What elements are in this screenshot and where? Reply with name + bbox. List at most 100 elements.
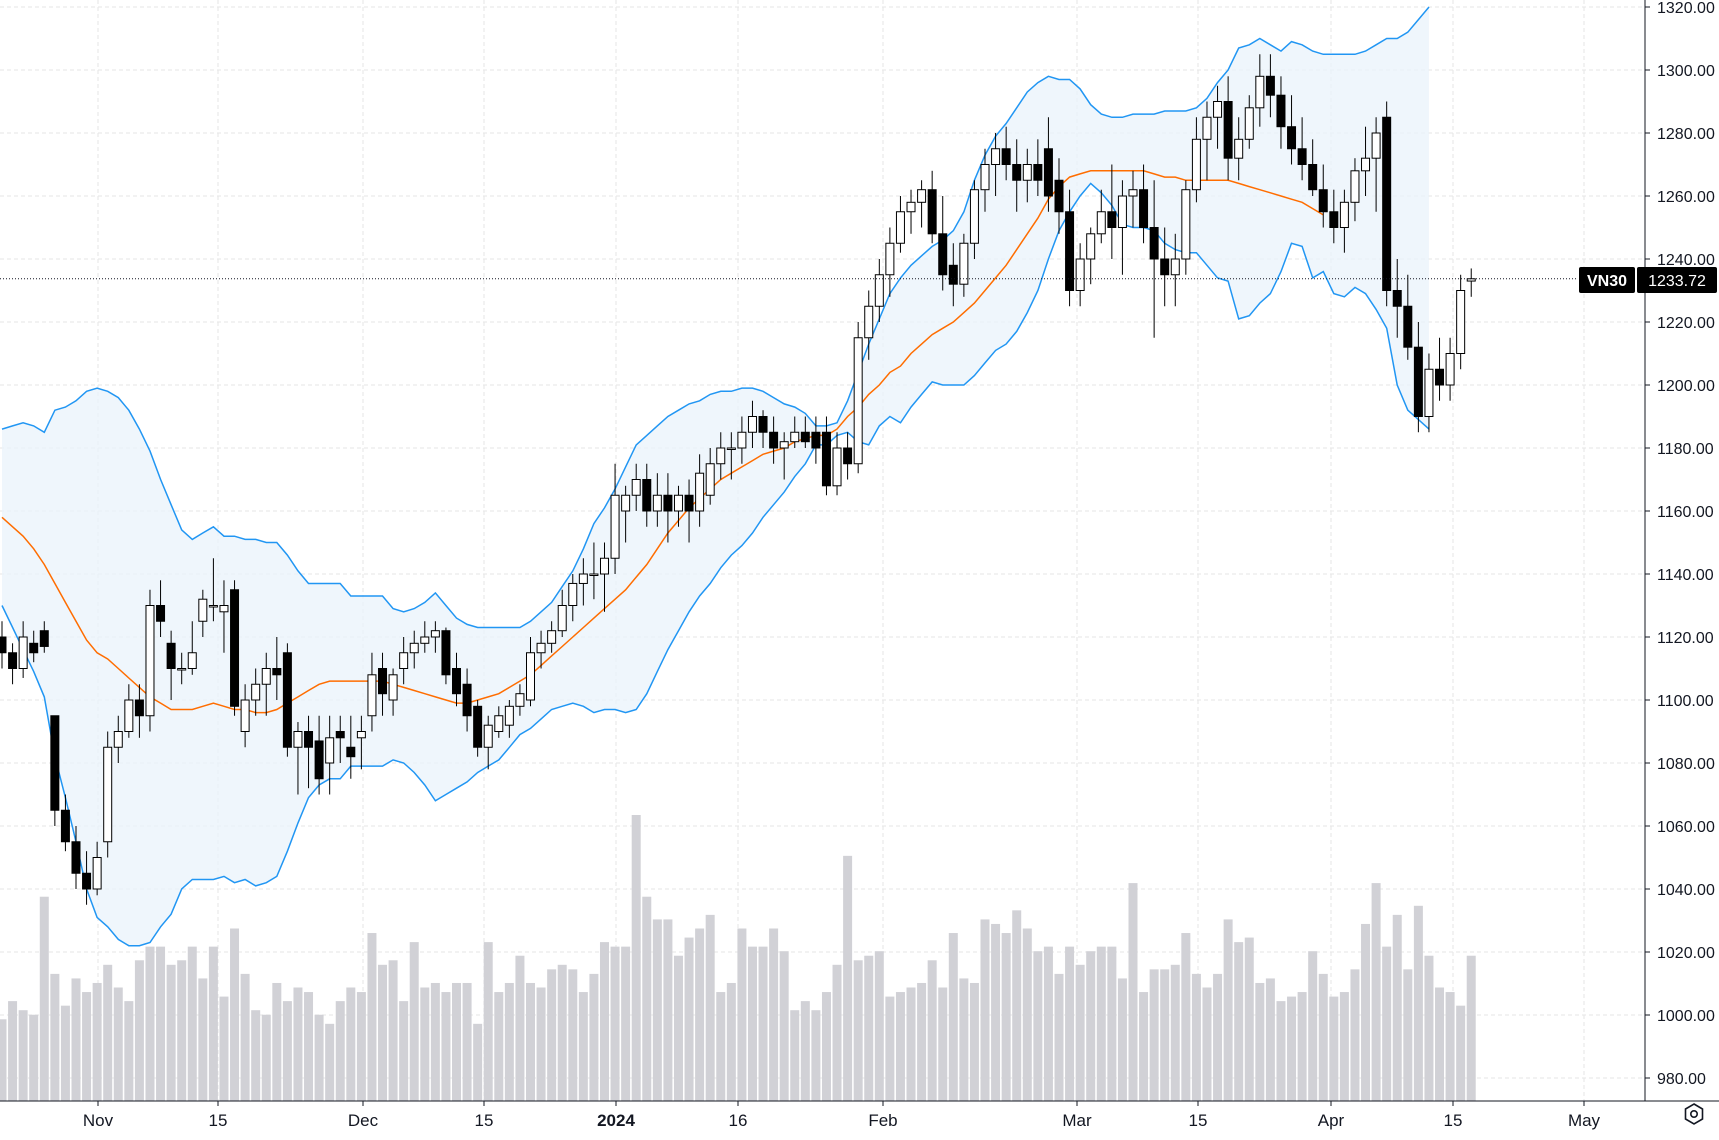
- candle-77: [811, 416, 821, 464]
- candle-body-31: [325, 737, 335, 764]
- volume-bar-110: [1160, 969, 1170, 1101]
- x-tick-label-8: 15: [1189, 1111, 1208, 1130]
- candle-body-78: [821, 431, 831, 487]
- chart-settings-button[interactable]: [1681, 1101, 1707, 1127]
- candle-body-55: [578, 573, 588, 584]
- volume-bar-63: [663, 919, 673, 1101]
- volume-bar-19: [198, 978, 208, 1101]
- candle-138: [1456, 274, 1466, 370]
- volume-bar-74: [779, 951, 789, 1101]
- volume-bar-54: [568, 969, 578, 1101]
- candle-body-25: [261, 668, 271, 685]
- candle-124: [1308, 139, 1318, 196]
- candle-body-28: [293, 731, 303, 748]
- volume-bar-0: [0, 1019, 7, 1101]
- candle-body-129: [1361, 157, 1371, 172]
- candle-90: [948, 243, 958, 307]
- candle-body-19: [198, 598, 208, 622]
- candle-69: [726, 432, 736, 480]
- candle-body-71: [747, 416, 757, 433]
- candle-body-53: [557, 605, 567, 632]
- candle-body-42: [441, 630, 451, 676]
- x-tick-label-5: 16: [729, 1111, 748, 1130]
- volume-bar-103: [1086, 951, 1096, 1101]
- candle-112: [1181, 180, 1191, 275]
- candle-body-95: [1001, 148, 1011, 165]
- volume-bar-51: [536, 987, 546, 1101]
- candle-body-130: [1371, 132, 1381, 159]
- candle-body-97: [1022, 164, 1032, 181]
- volume-bar-37: [388, 960, 398, 1101]
- candle-49: [515, 684, 525, 716]
- candle-body-49: [515, 693, 525, 707]
- x-tick-label-0: Nov: [83, 1111, 114, 1130]
- candle-body-137: [1445, 353, 1455, 386]
- volume-bar-68: [716, 992, 726, 1101]
- volume-bar-100: [1054, 973, 1064, 1101]
- candle-18: [187, 621, 197, 675]
- x-tick-label-11: May: [1568, 1111, 1601, 1130]
- candle-body-106: [1117, 195, 1127, 228]
- candle-body-54: [568, 582, 578, 607]
- candle-3: [29, 630, 39, 663]
- candle-body-120: [1265, 75, 1275, 96]
- volume-bar-11: [113, 987, 123, 1101]
- y-tick-label-6: 1200.00: [1657, 378, 1715, 395]
- y-tick-label-15: 1020.00: [1657, 945, 1715, 962]
- candle-91: [959, 233, 969, 297]
- candle-79: [832, 432, 842, 496]
- y-axis[interactable]: 1320.00 1300.00 1280.00 1260.00 1240.00 1220.…: [1644, 0, 1715, 1101]
- candle-body-84: [885, 242, 895, 276]
- candle-body-11: [113, 731, 123, 748]
- candle-body-18: [187, 652, 197, 669]
- x-tick-label-9: Apr: [1318, 1111, 1345, 1130]
- candle-74: [779, 432, 789, 480]
- volume-bar-4: [39, 896, 49, 1101]
- candle-body-128: [1350, 170, 1360, 203]
- candle-body-5: [50, 715, 60, 811]
- volume-bar-9: [92, 982, 102, 1101]
- candle-17: [177, 652, 187, 685]
- candle-119: [1255, 54, 1265, 127]
- volume-bar-123: [1297, 992, 1307, 1101]
- candle-58: [610, 463, 620, 574]
- volume-bar-126: [1329, 996, 1339, 1101]
- candle-body-131: [1382, 116, 1392, 291]
- volume-bar-104: [1096, 946, 1106, 1101]
- volume-bar-79: [832, 964, 842, 1101]
- candle-123: [1297, 117, 1307, 181]
- candle-83: [874, 259, 884, 322]
- volume-bar-34: [356, 992, 366, 1101]
- volume-bar-6: [60, 1005, 70, 1101]
- candle-0: [0, 621, 7, 669]
- candle-body-111: [1170, 258, 1180, 276]
- candle-88: [927, 170, 937, 244]
- candle-39: [409, 630, 419, 669]
- x-axis[interactable]: Nov 15 Dec 15 2024 16 Feb Mar 15 Apr 15 May: [0, 1100, 1719, 1130]
- candle-body-125: [1318, 189, 1328, 213]
- volume-bar-128: [1350, 969, 1360, 1101]
- candle-41: [430, 621, 440, 653]
- candle-body-77: [811, 431, 821, 449]
- candle-113: [1191, 117, 1201, 203]
- volume-bar-39: [409, 942, 419, 1101]
- volume-bar-80: [843, 855, 853, 1101]
- volume-bar-108: [1139, 992, 1149, 1101]
- candle-body-65: [684, 494, 694, 512]
- candle-14: [145, 589, 155, 732]
- volume-bar-30: [314, 1014, 324, 1101]
- candle-body-118: [1244, 107, 1254, 140]
- y-tick-label-9: 1140.00: [1657, 567, 1714, 584]
- y-tick-label-3: 1260.00: [1657, 189, 1715, 206]
- candle-52: [547, 621, 557, 653]
- volume-bar-47: [494, 992, 504, 1101]
- candle-15: [156, 580, 166, 637]
- volume-bar-89: [938, 987, 948, 1101]
- candle-body-89: [938, 233, 948, 276]
- volume-bar-15: [156, 946, 166, 1101]
- candle-84: [885, 227, 895, 297]
- candle-87: [917, 180, 927, 228]
- volume-bar-138: [1456, 1005, 1466, 1101]
